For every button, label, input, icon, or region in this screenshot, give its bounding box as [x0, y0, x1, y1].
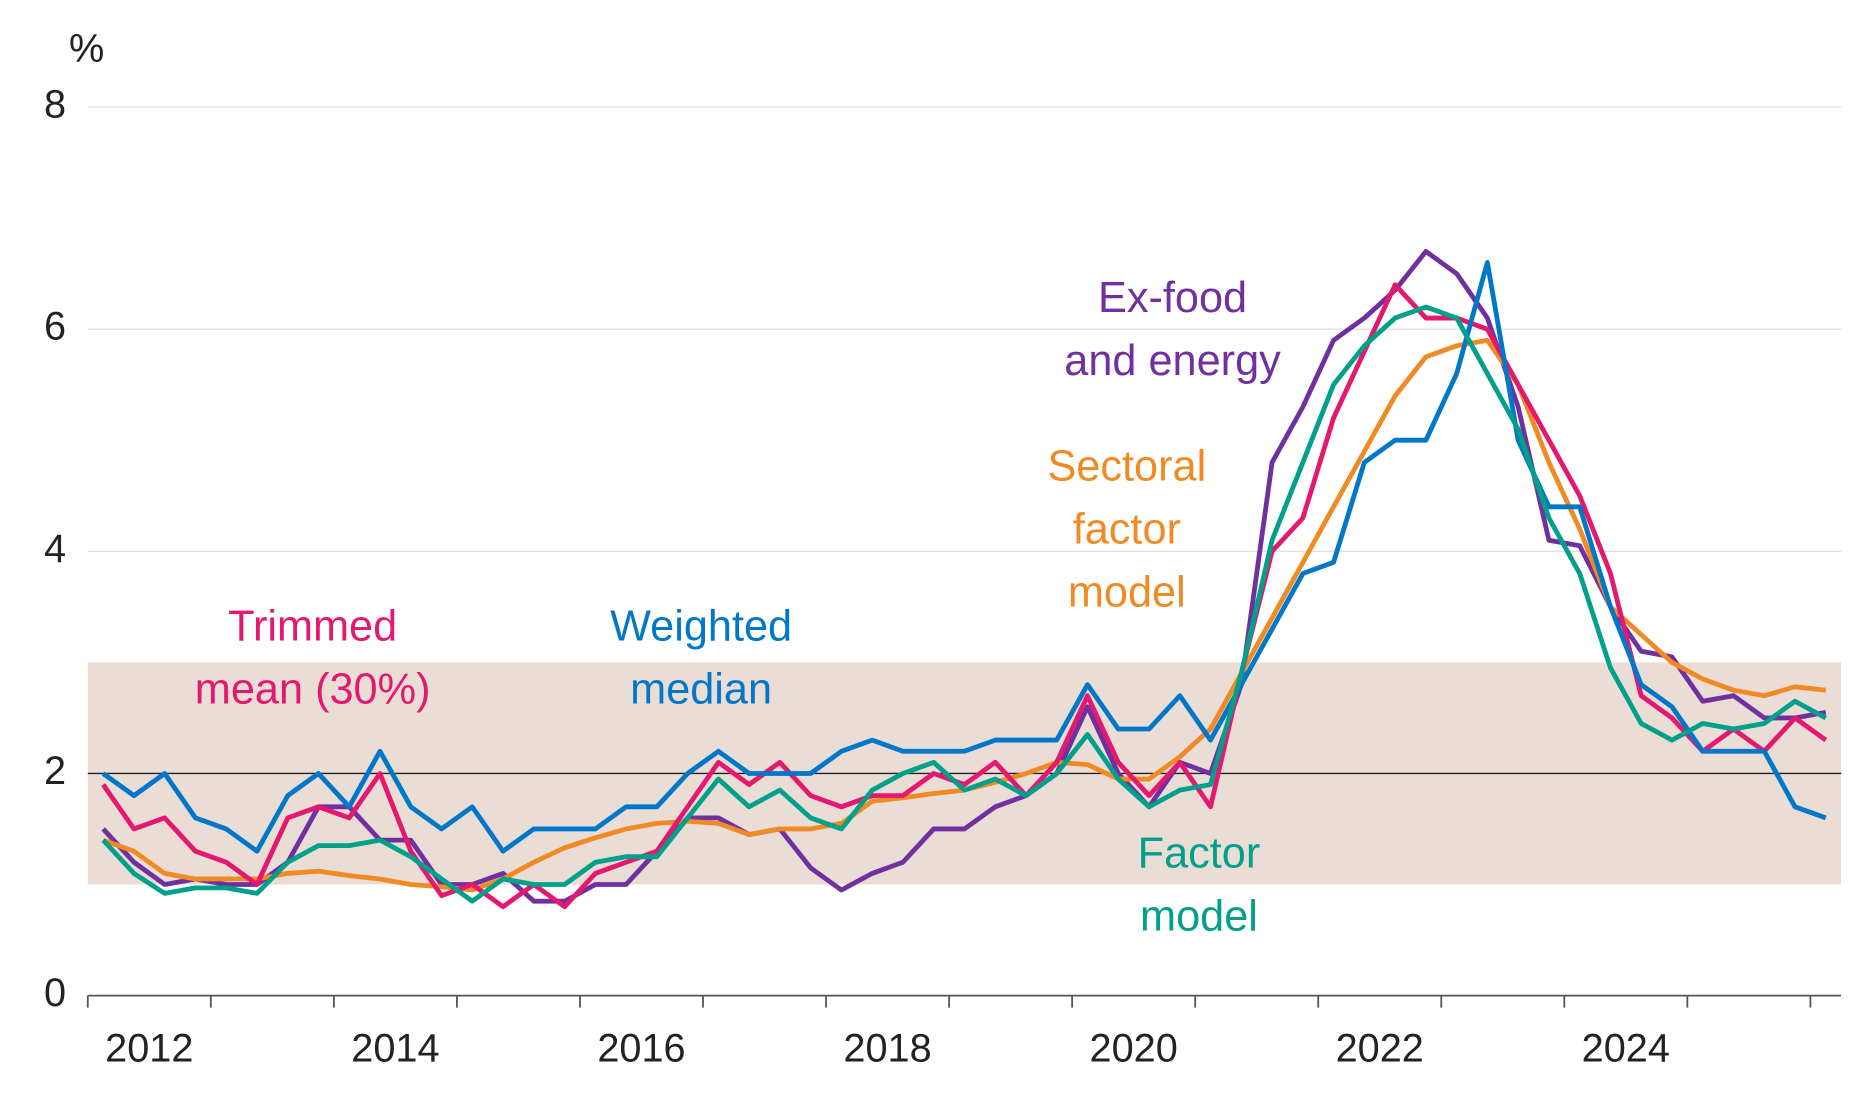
- y-tick-label: 4: [44, 527, 66, 571]
- series-annotation: model: [1068, 569, 1186, 617]
- x-tick-label: 2020: [1090, 1026, 1178, 1070]
- y-unit: %: [69, 27, 104, 71]
- series-annotation: model: [1140, 893, 1258, 941]
- series-annotation: and energy: [1064, 337, 1281, 385]
- series-annotation: Factor: [1138, 830, 1261, 878]
- y-tick-label: 0: [44, 971, 66, 1015]
- series-annotation: Weighted: [610, 602, 792, 650]
- y-tick-label: 2: [44, 749, 66, 793]
- series-line: [101, 304, 1827, 904]
- series-annotation: Sectoral: [1047, 442, 1206, 490]
- x-tick-label: 2018: [843, 1026, 931, 1070]
- series-annotation: Ex-food: [1098, 274, 1247, 322]
- x-tick-label: 2022: [1336, 1026, 1424, 1070]
- x-tick-label: 2012: [105, 1026, 193, 1070]
- series-line: [101, 282, 1828, 910]
- x-tick-label: 2014: [351, 1026, 439, 1070]
- series-annotation: Trimmed: [228, 602, 397, 650]
- y-tick-label: 8: [44, 83, 66, 127]
- series-annotation: factor: [1073, 506, 1181, 554]
- x-tick-label: 2024: [1582, 1026, 1670, 1070]
- y-tick-label: 6: [44, 305, 66, 349]
- series-line: [101, 249, 1827, 904]
- series-annotation: mean (30%): [195, 665, 431, 713]
- series-annotation: median: [630, 665, 772, 713]
- x-tick-label: 2016: [597, 1026, 685, 1070]
